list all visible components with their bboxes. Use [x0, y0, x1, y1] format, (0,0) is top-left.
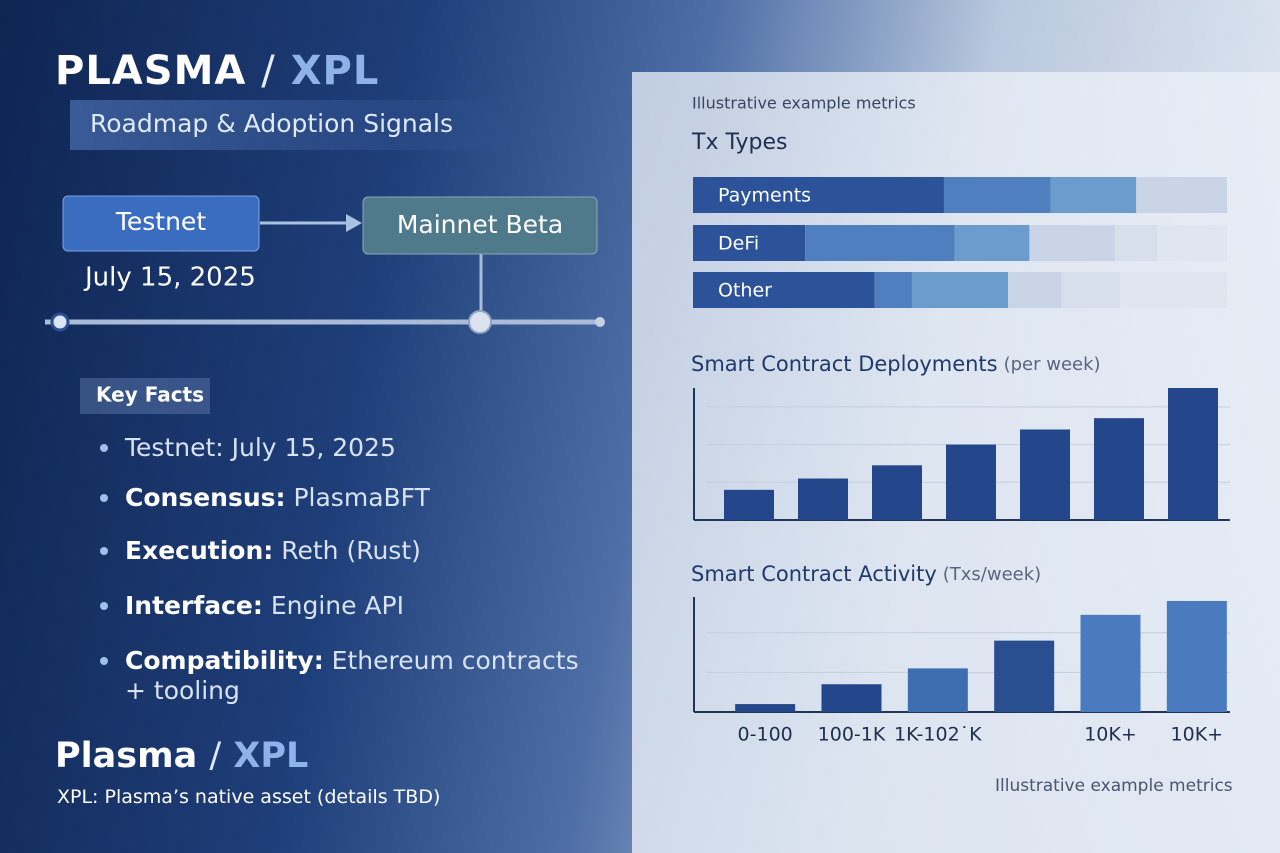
bar: [907, 668, 968, 712]
fact-text: Testnet: July 15, 2025: [125, 433, 600, 463]
title-unit: (Txs/week): [943, 564, 1041, 585]
bullet: [100, 547, 108, 555]
bar-segment: [943, 177, 1051, 213]
footer-title: Plasma / XPL: [55, 736, 308, 776]
bar-segment: [954, 225, 1030, 261]
bar-segment: [1136, 177, 1227, 213]
footer-note: XPL: Plasma’s native asset (details TBD): [57, 786, 440, 808]
bar: [1080, 614, 1141, 712]
title-text: Smart Contract Activity: [691, 562, 937, 586]
chart-title: Smart Contract Deployments (per week): [691, 352, 1101, 376]
bar: [1094, 418, 1144, 520]
bullet: [100, 444, 108, 452]
fact-text: Compatibility: Ethereum contracts + tool…: [125, 646, 600, 706]
header-title: PLASMA / XPL: [55, 48, 379, 94]
fact-text: Execution: Reth (Rust): [125, 536, 600, 566]
timeline-dot: [595, 317, 605, 327]
bullet: [100, 657, 108, 665]
title-text: Smart Contract Deployments: [691, 352, 998, 376]
stage-box: [62, 195, 260, 252]
fact-value: Engine API: [270, 591, 404, 620]
bar: [821, 684, 882, 712]
slash: /: [261, 48, 276, 94]
bar-segment: [693, 272, 875, 308]
stage-box: [362, 196, 598, 255]
bar-segment: [693, 225, 806, 261]
fact-text: Interface: Engine API: [125, 591, 600, 621]
fact-text: Consensus: PlasmaBFT: [125, 483, 600, 513]
bar-segment: [1029, 225, 1115, 261]
bullet: [100, 494, 108, 502]
x-tick-label: 0-100: [738, 724, 793, 746]
bar: [1020, 429, 1070, 520]
stage-date: July 15, 2025: [83, 263, 256, 293]
chart-title: Smart Contract Activity (Txs/week): [691, 562, 1041, 586]
fact-item: Interface: Engine API: [100, 591, 600, 621]
x-tick-label: 10K+: [1084, 724, 1137, 746]
fact-value: Reth (Rust): [281, 536, 421, 565]
fact-item: Testnet: July 15, 2025: [100, 433, 600, 463]
bar-label: DeFi: [718, 233, 759, 255]
bar-label: Payments: [718, 185, 811, 207]
title-unit: (per week): [1004, 354, 1101, 375]
bar-segment: [1008, 272, 1062, 308]
bar: [1166, 600, 1227, 712]
subtitle-band: [70, 100, 510, 150]
bar-segment: [693, 177, 944, 213]
fact-value: Ethereum contracts + tooling: [125, 646, 579, 705]
x-tick-label: 10K+: [1171, 724, 1224, 746]
x-tick-label: 100-1K: [818, 724, 886, 746]
bar-label: Other: [718, 280, 772, 302]
note-text: Plasma’s native asset (details TBD): [104, 786, 441, 808]
fact-value: PlasmaBFT: [293, 483, 430, 512]
footer-caption: Illustrative example metrics: [995, 776, 1233, 796]
bar: [994, 640, 1055, 712]
chart-caption: Illustrative example metrics: [692, 94, 916, 113]
bar: [872, 465, 922, 520]
chart-title: Tx Types: [691, 130, 787, 155]
fact-item: Compatibility: Ethereum contracts + tool…: [100, 646, 600, 706]
bar: [724, 489, 774, 520]
brand: Plasma: [55, 736, 198, 776]
bar: [1168, 388, 1218, 520]
bar: [735, 704, 796, 712]
x-tick-label: 1K-102˙K: [894, 724, 982, 746]
bar-segment: [1120, 272, 1227, 308]
bullet: [100, 602, 108, 610]
fact-value: Testnet: July 15, 2025: [125, 433, 396, 462]
stage-label: Testnet: [115, 207, 206, 236]
fact-item: Execution: Reth (Rust): [100, 536, 600, 566]
arrow-head: [346, 214, 362, 232]
bar-segment: [911, 272, 1009, 308]
fact-item: Consensus: PlasmaBFT: [100, 483, 600, 513]
fact-label: Compatibility:: [125, 646, 324, 675]
brand: PLASMA: [55, 48, 247, 94]
subtitle: Roadmap & Adoption Signals: [90, 109, 454, 138]
bar-segment: [1050, 177, 1137, 213]
slash: /: [209, 736, 222, 776]
bar-segment: [1114, 225, 1158, 261]
bar-segment: [805, 225, 955, 261]
ticker: XPL: [290, 48, 380, 94]
stage-label: Mainnet Beta: [397, 210, 563, 239]
fact-label: Interface:: [125, 591, 263, 620]
facts-title-box: [80, 378, 210, 414]
timeline-dot: [468, 310, 492, 334]
fact-label: Execution:: [125, 536, 274, 565]
note-label: XPL:: [57, 786, 99, 808]
bar: [946, 444, 996, 520]
fact-label: Consensus:: [125, 483, 286, 512]
facts-title: Key Facts: [96, 383, 204, 407]
bar-segment: [1157, 225, 1227, 261]
timeline-dot: [50, 312, 70, 332]
bar-segment: [874, 272, 912, 308]
ticker: XPL: [233, 736, 309, 776]
bar: [798, 478, 848, 520]
bar-segment: [1061, 272, 1121, 308]
